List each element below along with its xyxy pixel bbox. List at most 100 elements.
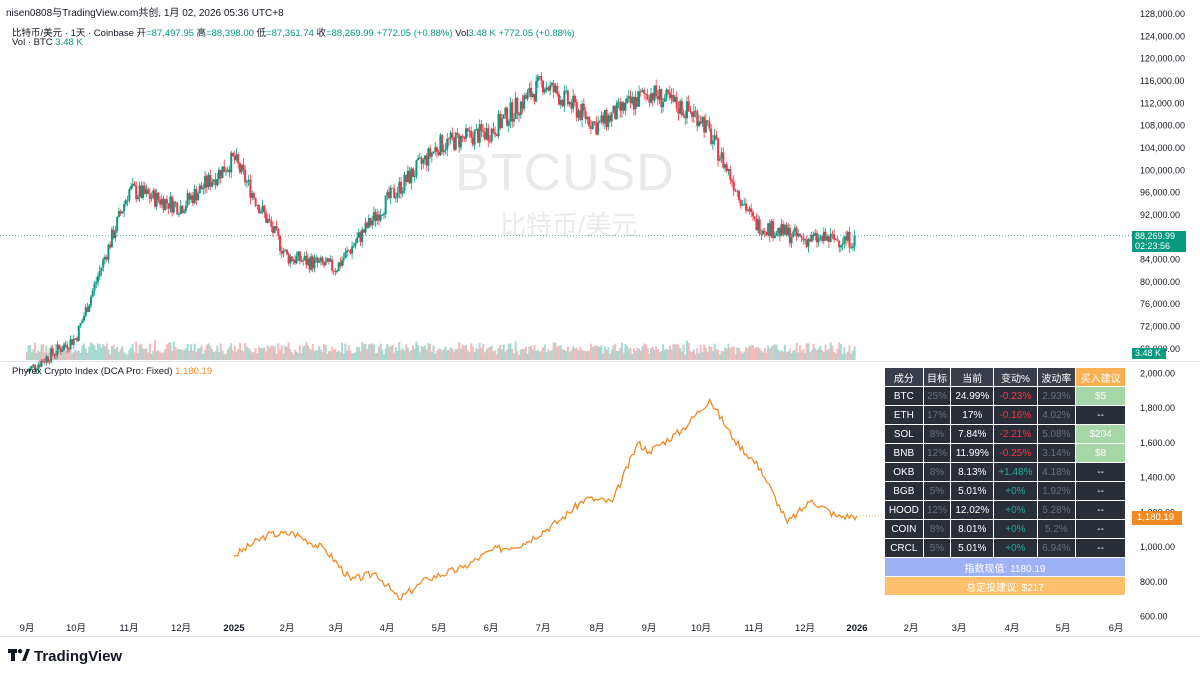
volume-bar [89, 342, 92, 360]
volume-bar [465, 344, 468, 360]
volume-bar [573, 348, 576, 360]
candle-body [497, 114, 500, 137]
volume-bar [679, 348, 682, 360]
candle-body [853, 235, 856, 246]
candle-body [272, 226, 275, 233]
volume-bar [675, 344, 678, 360]
volume-bar [344, 343, 347, 360]
candle-body [366, 222, 369, 228]
price-axis-tick-label: 120,000.00 [1140, 54, 1185, 64]
volume-bar [732, 346, 735, 360]
volume-bar [575, 347, 578, 360]
volume-bar [58, 349, 61, 360]
volume-bar [388, 347, 391, 360]
table-cell: 17% [950, 405, 995, 425]
volume-bar [706, 351, 709, 360]
candle-body [454, 132, 457, 150]
index-axis-tick-label: 1,800.00 [1140, 403, 1175, 413]
vol-change-value: +772.05 (+0.88%) [498, 28, 575, 39]
volume-bar [164, 349, 167, 360]
volume-bar [550, 349, 553, 360]
volume-bar [145, 348, 148, 360]
volume-bar [540, 350, 543, 360]
candle-body [423, 155, 426, 160]
volume-bar [670, 349, 673, 360]
candle-body [297, 251, 300, 257]
volume-bar [456, 349, 459, 360]
candle-body [55, 354, 58, 356]
candle-body [298, 251, 301, 262]
table-cell: BTC [884, 386, 924, 406]
volume-bar [408, 351, 411, 360]
candle-body [446, 138, 449, 150]
candle-body [420, 157, 423, 164]
candle-body [643, 90, 646, 94]
candle-body [559, 99, 562, 105]
candle-body [315, 257, 318, 259]
candle-body [56, 344, 59, 355]
symbol-legend[interactable]: 比特币/美元 · 1天 · Coinbase 开=87,497.95 高=88,… [12, 25, 575, 39]
indicator-legend[interactable]: Phyrex Crypto Index (DCA Pro: Fixed) 1,1… [12, 366, 212, 377]
candle-body [119, 210, 122, 214]
volume-bar [850, 353, 853, 360]
volume-bar [148, 343, 151, 360]
table-header-cell: 波动率 [1036, 367, 1077, 387]
volume-bar [523, 349, 526, 360]
indicator-name: Phyrex Crypto Index (DCA Pro: Fixed) [12, 366, 173, 377]
candle-body [713, 135, 716, 141]
candle-body [45, 356, 48, 363]
candle-body [523, 95, 526, 109]
volume-bar [845, 353, 848, 360]
volume-bar [561, 349, 564, 360]
candle-body [69, 339, 72, 349]
candle-body [326, 258, 329, 262]
volume-bar [815, 350, 818, 360]
volume-bar [357, 346, 360, 360]
table-row: ETH 17% 17% -0.16% 4.02% -- [884, 405, 1126, 425]
volume-bar [211, 349, 214, 360]
candle-body [614, 105, 617, 120]
volume-bar [117, 351, 120, 360]
volume-bar [641, 346, 644, 360]
volume-bar [672, 344, 675, 360]
candle-body [172, 201, 175, 213]
volume-bar [777, 349, 780, 360]
volume-bar [34, 342, 37, 360]
table-header-cell: 目标 [922, 367, 952, 387]
table-cell: 4.18% [1036, 462, 1077, 482]
volume-series [26, 340, 856, 360]
candle-body [814, 232, 817, 237]
volume-bar [478, 342, 481, 360]
candle-body [131, 183, 134, 187]
volume-bar [372, 344, 375, 360]
candle-body [339, 262, 342, 266]
volume-bar [430, 351, 433, 360]
tradingview-logo[interactable]: TradingView [8, 648, 122, 665]
volume-bar [473, 351, 476, 360]
candle-body [362, 229, 365, 233]
volume-bar [342, 353, 345, 360]
candle-body [478, 124, 481, 143]
volume-legend[interactable]: Vol · BTC 3.48 K [12, 37, 83, 48]
candle-body [563, 90, 566, 107]
table-cell: 12% [922, 500, 952, 520]
volume-bar [504, 351, 507, 360]
candle-body [29, 367, 32, 371]
candle-body [319, 257, 322, 261]
volume-bar [535, 350, 538, 360]
candle-body [95, 281, 98, 284]
last-price-value: 88,269.99 [1135, 231, 1176, 241]
candle-body [51, 348, 54, 355]
candle-body [401, 190, 404, 194]
candle-body [346, 250, 349, 253]
volume-bar [367, 344, 370, 360]
volume-bar [382, 354, 385, 360]
candle-body [500, 118, 503, 128]
volume-bar [98, 344, 101, 360]
volume-bar [226, 349, 229, 360]
volume-bar [123, 352, 126, 360]
volume-bar [329, 351, 332, 360]
candle-body [718, 158, 721, 161]
volume-bar [831, 345, 834, 360]
